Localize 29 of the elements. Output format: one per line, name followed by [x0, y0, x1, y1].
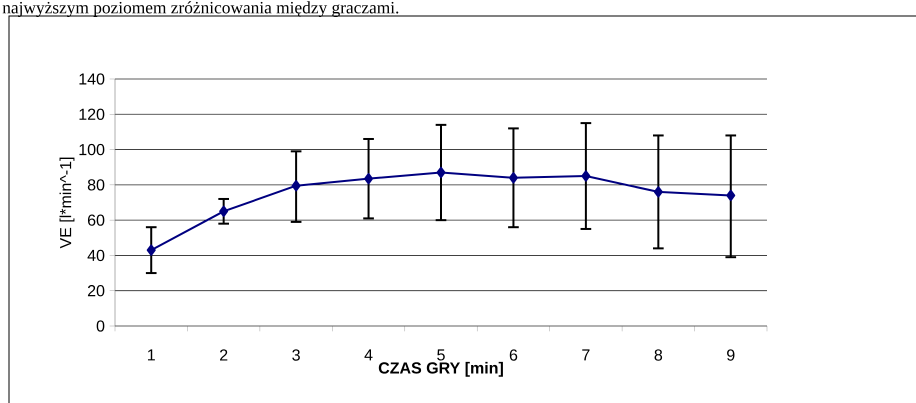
point [292, 180, 301, 192]
x-tick-label: 6 [510, 349, 518, 361]
x-tick-label: 7 [582, 349, 590, 360]
point [219, 206, 228, 217]
point [146, 244, 156, 256]
text: najwyższym poziomem zróżnicowania między graczami. [2, 1, 398, 18]
point [364, 173, 374, 184]
y-tick-label: 120 [79, 108, 104, 120]
y-tick-label: 100 [79, 144, 104, 156]
x-tick-label: 1 [148, 349, 155, 360]
x-tick-label: 5 [437, 349, 445, 361]
x-tick-label: 4 [364, 349, 373, 360]
x-axis-title: CZAS GRY [min] [378, 362, 503, 377]
point [508, 172, 518, 184]
point [581, 170, 590, 182]
y-tick-label: 80 [88, 179, 104, 191]
x-tick-label: 2 [220, 349, 228, 361]
y-tick-label: 20 [88, 285, 104, 296]
y-tick-label: 40 [88, 250, 104, 262]
point [436, 166, 446, 178]
point [654, 186, 663, 198]
point [726, 190, 736, 202]
x-tick-label: 9 [727, 349, 734, 361]
y-axis-title: VE [l*min^-1] [60, 158, 74, 248]
y-tick-label: 140 [79, 73, 104, 85]
x-tick-label: 3 [292, 349, 300, 361]
y-tick-label: 60 [88, 214, 104, 226]
y-tick-label: 0 [96, 320, 104, 332]
x-tick-label: 8 [654, 349, 662, 361]
